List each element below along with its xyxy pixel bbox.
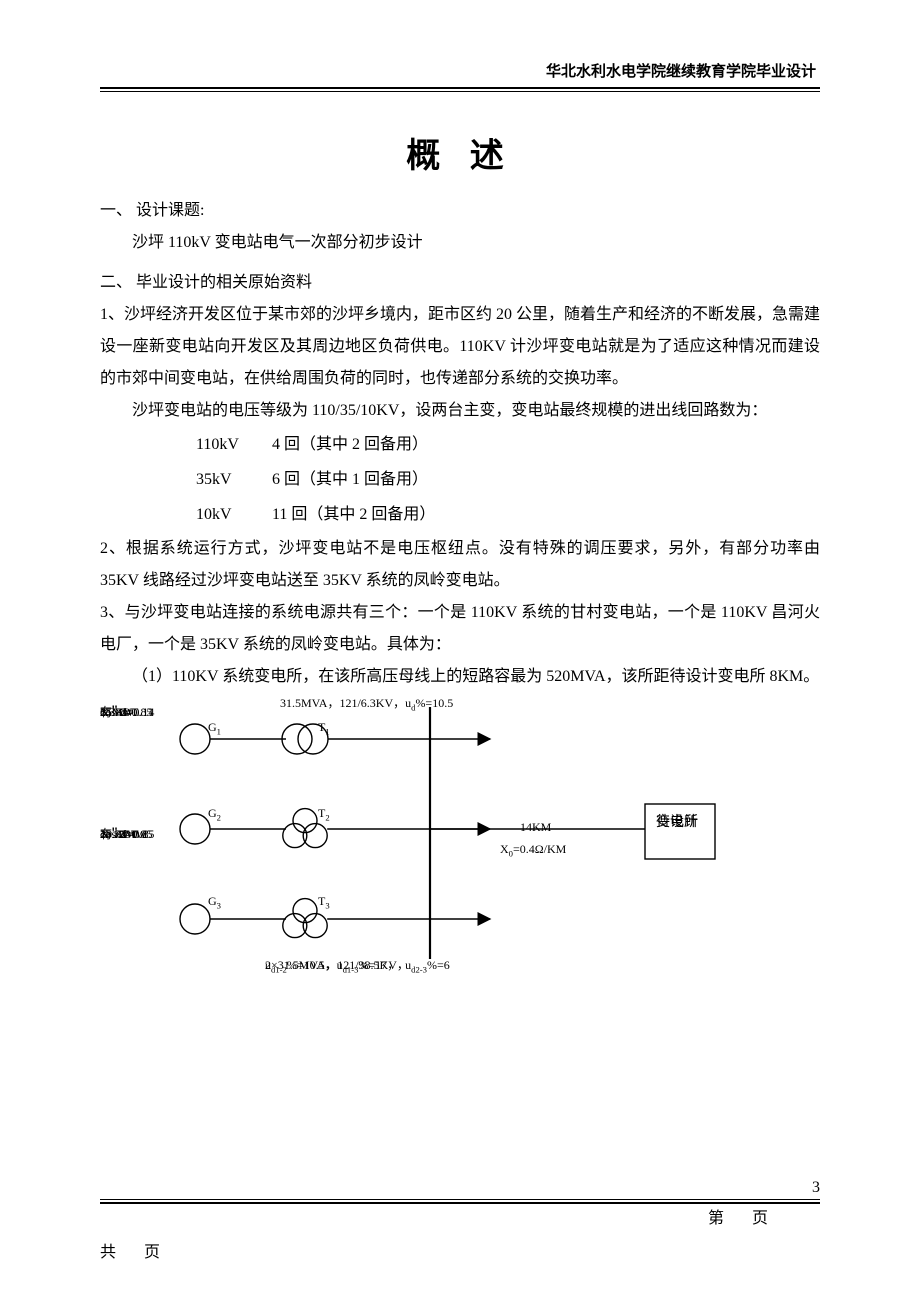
- label-t2: T2: [318, 801, 330, 827]
- list-item: 110kV 4 回（其中 2 回备用）: [196, 427, 820, 462]
- diagram-svg: [100, 699, 800, 999]
- param-line: 有 ZDT: [100, 827, 138, 842]
- footer-rule-thin: [100, 1199, 820, 1200]
- section2-p2: 沙坪变电站的电压等级为 110/35/10KV，设两台主变，变电站最终规模的进出…: [100, 395, 820, 427]
- label-line: ud1-2%=10.5，ud1-3%=17， ud2-3%=6: [265, 957, 450, 976]
- section2-p3: 2、根据系统运行方式，沙坪变电站不是电压枢纽点。没有特殊的调压要求，另外，有部分…: [100, 533, 820, 597]
- label-t3: T3: [318, 889, 330, 915]
- section2-p5: （1）110KV 系统变电所，在该所高压母线上的短路容最为 520MVA，该所距…: [100, 661, 820, 693]
- section2-p1: 1、沙坪经济开发区位于某市郊的沙坪乡境内，距市区约 20 公里，随着生产和经济的…: [100, 299, 820, 395]
- list-item: 10kV 11 回（其中 2 回备用）: [196, 497, 820, 532]
- section1-line: 沙坪 110kV 变电站电气一次部分初步设计: [100, 227, 820, 259]
- list-item: 35kV 6 回（其中 1 回备用）: [196, 462, 820, 497]
- running-head: 华北水利水电学院继续教育学院毕业设计: [100, 60, 820, 85]
- circuit-count: 11 回（其中 2 回备用）: [272, 497, 435, 532]
- section2-p4: 3、与沙坪变电站连接的系统电源共有三个：一个是 110KV 系统的甘村变电站，一…: [100, 597, 820, 661]
- system-diagram: 25MW cosΦ=0.85 X＂d=0.11 X＂2=0.14 6.3KV 有…: [100, 699, 800, 999]
- label-line-x0: X0=0.4Ω/KM: [500, 837, 566, 863]
- box-line2: 变电所: [656, 812, 698, 833]
- header-rule-thick: [100, 87, 820, 89]
- footer: 3 第页 共页: [100, 1179, 820, 1262]
- circuit-list: 110kV 4 回（其中 2 回备用） 35kV 6 回（其中 1 回备用） 1…: [100, 427, 820, 533]
- label-t1: T1: [318, 715, 330, 741]
- body: 一、 设计课题: 沙坪 110kV 变电站电气一次部分初步设计 二、 毕业设计的…: [100, 195, 820, 999]
- label-g1: G1: [208, 715, 221, 741]
- section2-heading: 二、 毕业设计的相关原始资料: [100, 267, 820, 299]
- header-rule-thin: [100, 91, 820, 92]
- page-title: 概 述: [100, 128, 820, 177]
- param-line: 有 ZDT: [100, 705, 138, 720]
- page-number: 3: [100, 1179, 820, 1197]
- page: 华北水利水电学院继续教育学院毕业设计 概 述 一、 设计课题: 沙坪 110kV…: [0, 0, 920, 1302]
- section1-heading: 一、 设计课题:: [100, 195, 820, 227]
- label-g3: G3: [208, 889, 221, 915]
- page-label-right: 第页: [100, 1204, 820, 1228]
- page-label-left: 共页: [100, 1238, 820, 1262]
- header: 华北水利水电学院继续教育学院毕业设计: [100, 60, 820, 92]
- label-top-trans: 31.5MVA，121/6.3KV，ud%=10.5: [280, 691, 453, 717]
- circuit-kv: 35kV: [196, 462, 268, 497]
- label-g2: G2: [208, 801, 221, 827]
- label-line-km: 14KM: [520, 815, 551, 839]
- circuit-count: 4 回（其中 2 回备用）: [272, 427, 428, 462]
- circuit-kv: 10kV: [196, 497, 268, 532]
- circuit-count: 6 回（其中 1 回备用）: [272, 462, 428, 497]
- circuit-kv: 110kV: [196, 427, 268, 462]
